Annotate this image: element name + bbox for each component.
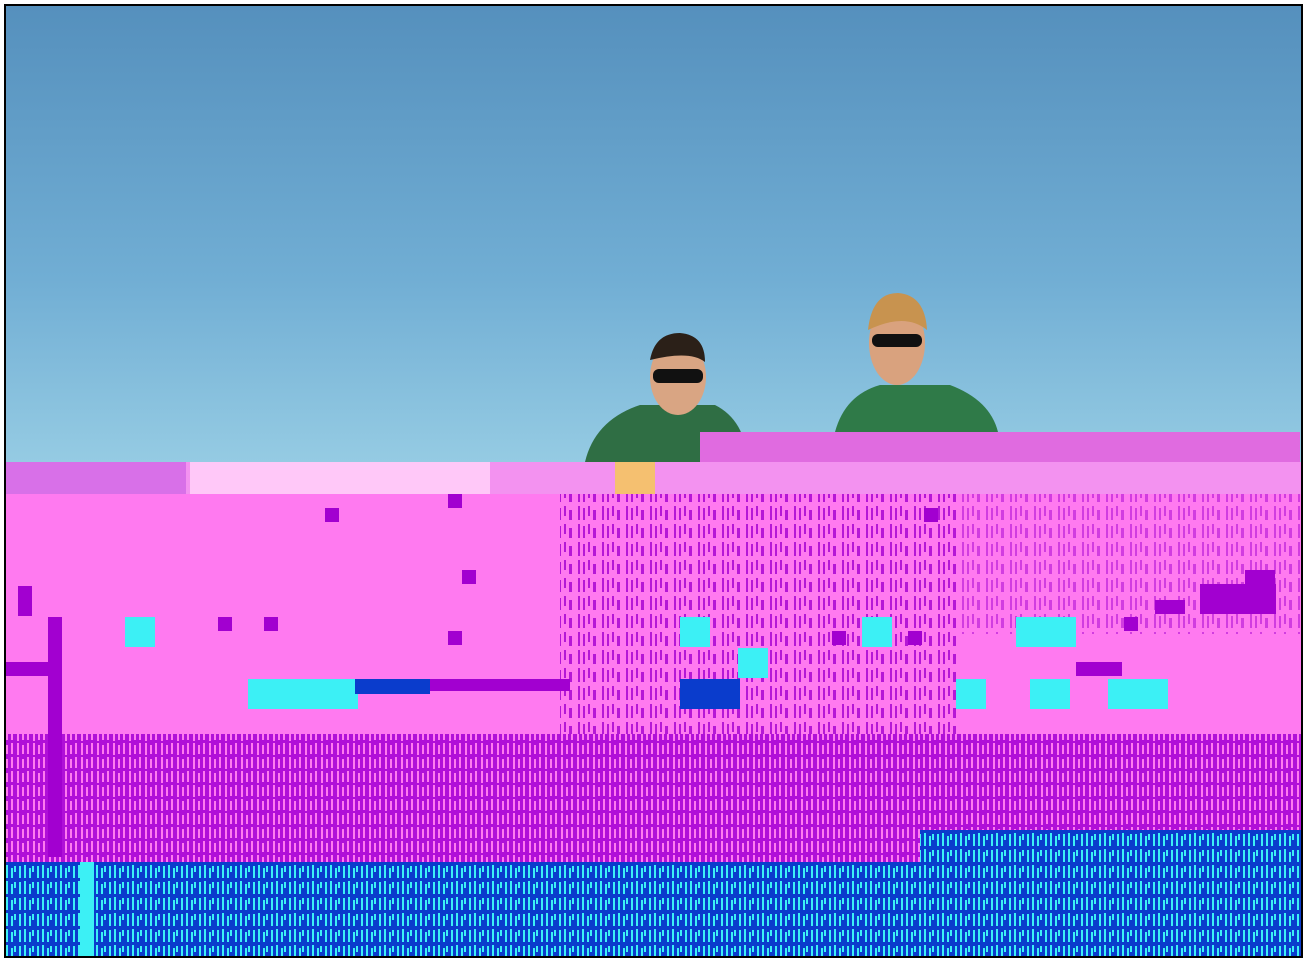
glitch-region: [920, 830, 1302, 862]
glitch-strip: [615, 462, 655, 494]
glitch-strip: [190, 462, 490, 494]
person-right: [835, 293, 998, 432]
glitch-bottom: [6, 862, 1302, 956]
glitch-bottom: [80, 862, 94, 956]
glitch-region: [560, 494, 960, 734]
glitch-strip: [700, 432, 1300, 464]
glitch-strip: [6, 462, 186, 494]
photo-border: [4, 4, 1303, 958]
glitch-blocks: [6, 494, 1276, 857]
